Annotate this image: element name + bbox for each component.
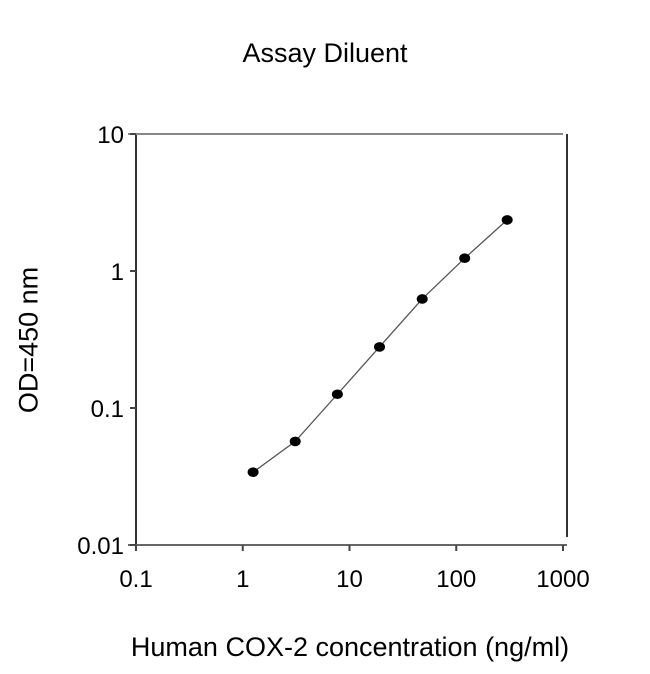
y-tick-label: 0.01 [77,533,124,560]
y-tick-label: 0.1 [91,396,124,423]
x-tick-label: 10 [336,566,363,593]
y-axis-label: OD=450 nm [13,266,44,414]
x-axis: 0.1 1 10 100 1000 [119,545,590,593]
x-tick-label: 0.1 [119,566,152,593]
data-point [416,294,428,304]
data-point [459,253,471,264]
data-point [289,436,301,447]
x-axis-label: Human COX-2 concentration (ng/ml) [130,632,570,662]
data-series [247,215,513,477]
x-tick-label: 1000 [536,566,589,593]
y-axis: 0.01 0.1 1 10 [77,122,136,560]
data-point [331,389,343,400]
y-tick-label: 1 [111,259,124,286]
plot-frame [128,133,568,546]
x-tick-label: 1 [236,566,249,593]
chart-title: Assay Diluent [242,38,408,68]
data-point [374,342,386,352]
x-tick-label: 100 [436,566,476,593]
data-point [247,467,259,477]
y-tick-label: 10 [97,122,124,149]
data-point [501,215,513,225]
